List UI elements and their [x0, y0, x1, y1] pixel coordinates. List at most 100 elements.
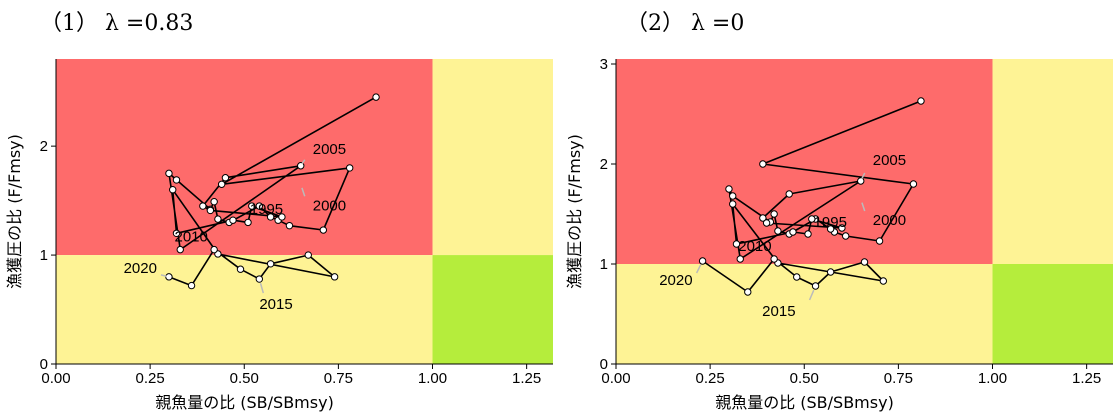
x-tick-label: 0.25	[696, 370, 725, 387]
data-point	[210, 197, 218, 206]
x-tick-label: 0.75	[324, 370, 353, 387]
data-point	[372, 93, 380, 101]
zone-underfishing-healthy	[992, 264, 1113, 364]
year-leader-line	[160, 274, 167, 277]
data-point	[304, 251, 312, 259]
y-tick-label: 2	[40, 138, 48, 155]
zone-overfishing-overfished	[56, 59, 433, 256]
data-point	[199, 202, 207, 210]
data-point	[811, 282, 820, 290]
y-tick-label: 1	[40, 247, 48, 264]
y-axis-title: 漁獲圧の比 (F/Fmsy)	[565, 134, 584, 289]
year-leader-line	[301, 159, 306, 165]
data-point	[808, 215, 816, 223]
data-point	[244, 218, 252, 227]
data-point	[278, 213, 286, 221]
x-tick-label: 0.25	[136, 370, 165, 387]
data-point	[248, 202, 256, 210]
data-point	[172, 229, 181, 237]
data-point	[266, 213, 275, 221]
data-point	[210, 245, 218, 254]
data-point	[744, 288, 752, 296]
data-point	[285, 221, 294, 230]
data-point	[875, 237, 884, 245]
x-tick-label: 0.00	[601, 370, 630, 387]
year-label-2000: 2000	[313, 197, 346, 214]
data-point	[879, 277, 888, 285]
data-point	[187, 281, 196, 290]
y-tick-label: 0	[600, 356, 608, 373]
year-leader-line	[259, 283, 265, 294]
x-tick-label: 0.50	[230, 370, 259, 387]
x-tick-label: 1.25	[1072, 370, 1101, 387]
data-point	[804, 230, 812, 238]
y-axis-title: 漁獲圧の比 (F/Fmsy)	[5, 134, 24, 289]
kobe-plot-panel-1: 0.00 0.25 0.50 0.75 1.00 1.25 0 1 2 （1） λ =0.83 親魚…	[5, 11, 553, 412]
kobe-plot-panel-2: 0.00 0.25 0.50 0.75 1.00 1.25 0 1 2 3 （2） λ =0 親魚量の…	[565, 11, 1113, 412]
data-point	[857, 177, 865, 185]
x-tick-label: 1.00	[418, 370, 447, 387]
data-point	[759, 214, 767, 222]
data-point	[770, 255, 778, 263]
data-point	[169, 186, 177, 194]
data-point	[176, 245, 184, 254]
data-point	[770, 210, 778, 218]
data-point	[217, 180, 226, 188]
data-point	[909, 180, 918, 188]
data-point	[345, 164, 354, 172]
year-leader-line	[301, 187, 306, 197]
y-tick-label: 2	[600, 156, 608, 173]
data-point	[214, 215, 222, 223]
zone-overfishing-healthy	[432, 59, 553, 256]
data-point	[330, 273, 339, 281]
data-point	[221, 174, 230, 182]
year-label-2010: 2010	[174, 229, 207, 246]
data-point	[725, 185, 733, 193]
x-tick-label: 0.00	[41, 370, 70, 387]
year-label-1995: 1995	[814, 214, 847, 231]
year-leader-line	[808, 289, 815, 301]
data-point	[826, 225, 835, 233]
data-point	[917, 97, 925, 105]
zone-underfishing-healthy	[432, 255, 553, 364]
zone-underfishing-overfished	[56, 255, 433, 364]
x-tick-label: 0.50	[790, 370, 819, 387]
x-tick-label: 1.25	[512, 370, 541, 387]
data-point	[729, 192, 737, 200]
data-point	[838, 224, 846, 232]
y-tick-label: 0	[40, 356, 48, 373]
data-point	[789, 228, 797, 236]
year-label-2020: 2020	[659, 272, 692, 289]
year-label-2005: 2005	[313, 141, 346, 158]
x-tick-label: 0.75	[884, 370, 913, 387]
data-point	[841, 232, 850, 240]
data-point	[729, 200, 737, 208]
data-point	[319, 226, 328, 234]
data-point	[860, 258, 869, 266]
data-point	[826, 268, 835, 276]
data-point	[698, 257, 707, 265]
year-label-2010: 2010	[738, 238, 771, 255]
y-tick-label: 3	[600, 56, 608, 73]
data-point	[229, 216, 237, 224]
trajectory-line	[168, 96, 377, 287]
data-point	[165, 169, 173, 178]
zone-overfishing-overfished	[616, 59, 993, 264]
data-point	[172, 176, 181, 184]
year-leader-line	[861, 172, 866, 179]
y-tick-label: 1	[600, 256, 608, 273]
year-label-2020: 2020	[124, 260, 157, 277]
data-point	[255, 202, 264, 210]
data-point	[732, 240, 741, 248]
data-point	[762, 219, 771, 227]
year-label-2015: 2015	[259, 296, 292, 313]
data-point	[793, 273, 801, 281]
data-point	[266, 260, 275, 268]
x-axis-title: 親魚量の比 (SB/SBmsy)	[155, 393, 334, 412]
data-point	[236, 265, 245, 273]
data-point	[759, 160, 767, 168]
panel-title: （2） λ =0	[626, 11, 744, 36]
data-point	[206, 206, 215, 215]
year-leader-line	[861, 202, 866, 212]
